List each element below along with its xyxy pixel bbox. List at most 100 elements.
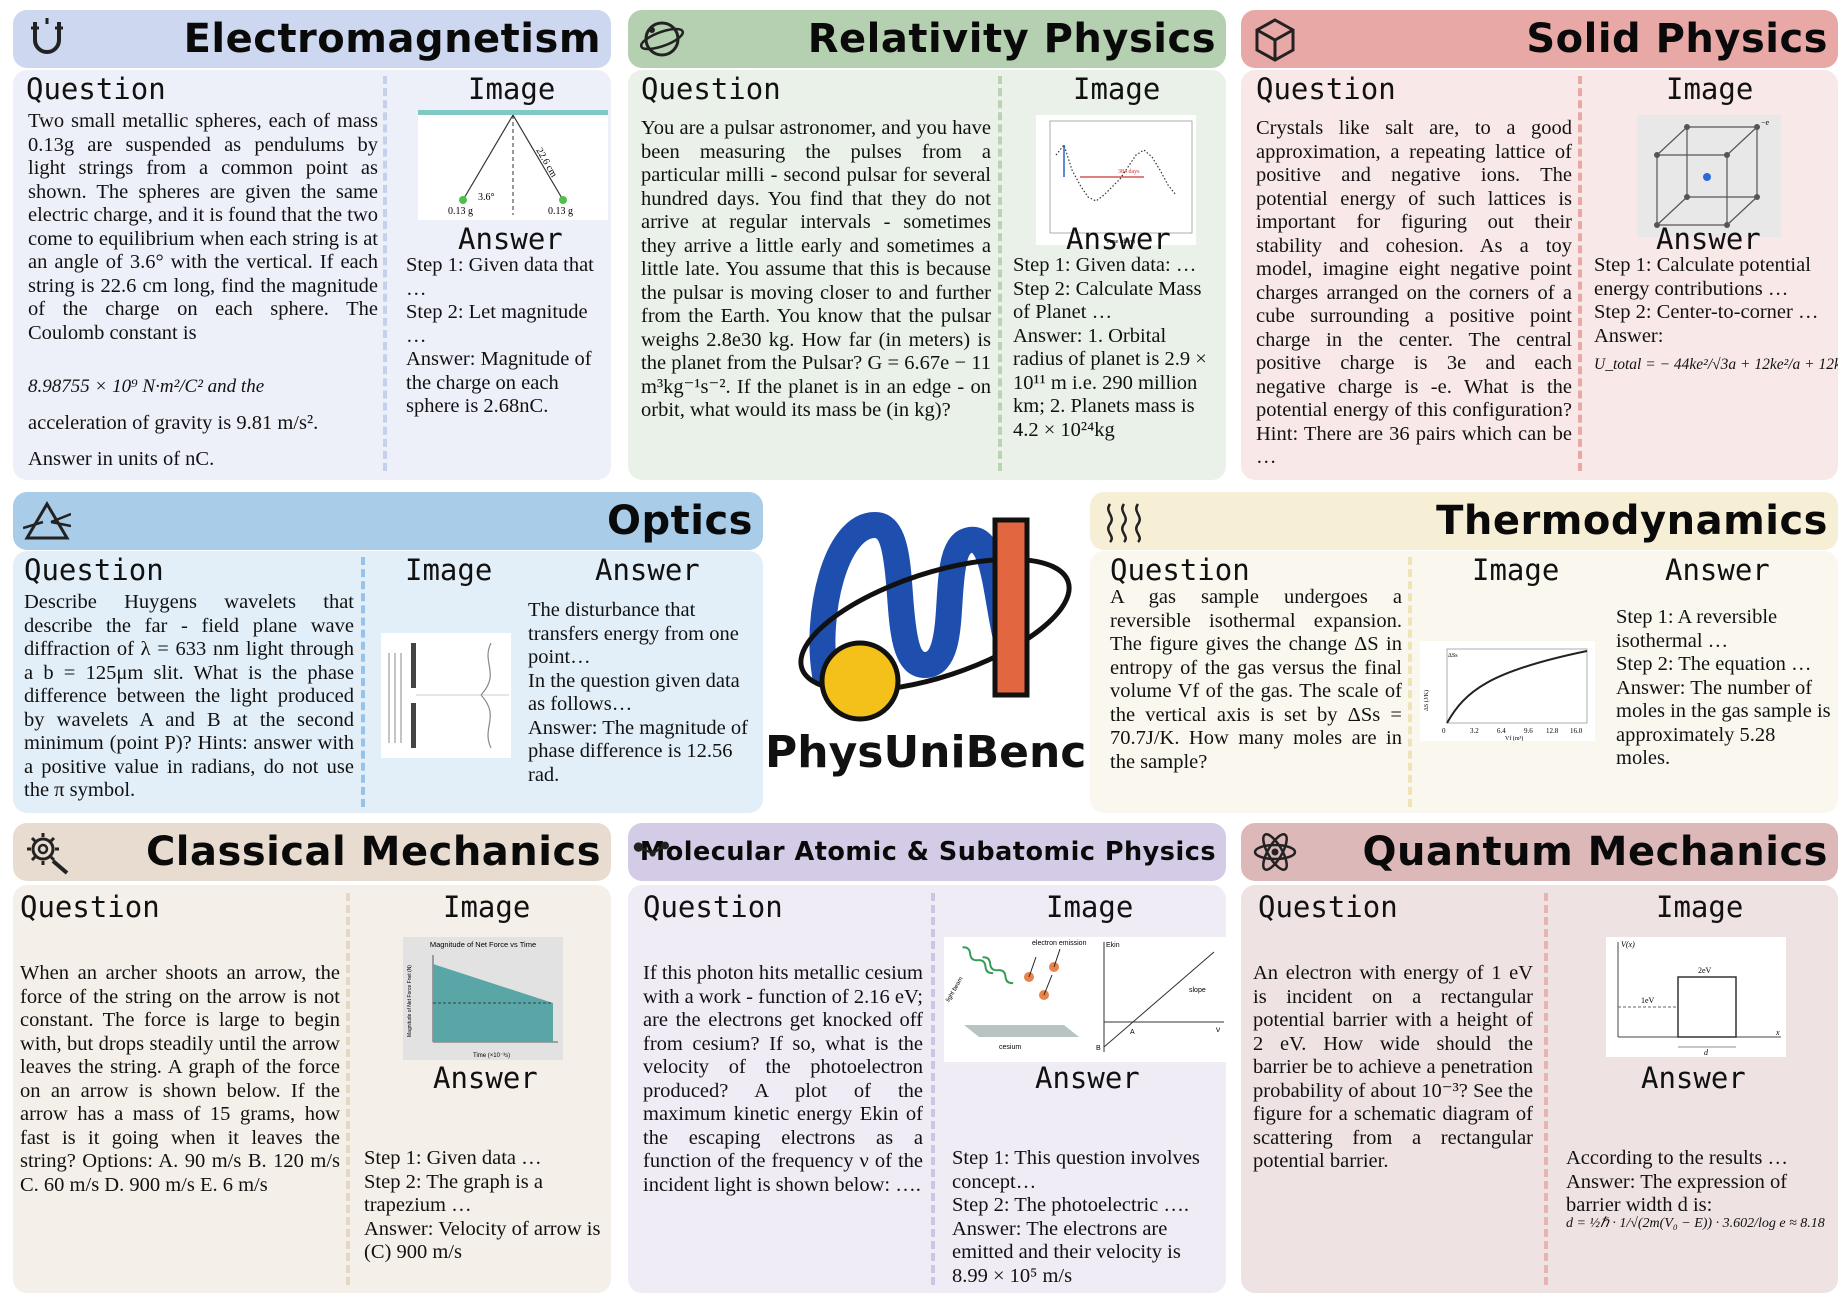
answer-text: The disturbance that transfers energy fr… (528, 599, 748, 786)
entropy-xtick-5: 16.0 (1570, 727, 1583, 735)
pulsar-annotation: 384 days (1118, 169, 1140, 175)
image-label: Image (1656, 890, 1744, 924)
divider (1544, 893, 1548, 1285)
question-text: Describe Huygens wavelets that describe … (24, 591, 354, 801)
panel-title: Quantum Mechanics (1362, 829, 1828, 875)
answer-label: Answer (1641, 1061, 1746, 1095)
angle-label: 3.6° (478, 192, 495, 203)
answer-label: Answer (458, 222, 563, 256)
answer-text: According to the results … Answer: The e… (1566, 1147, 1789, 1216)
diffraction-figure (381, 633, 511, 758)
logo-text: PhysUniBench (765, 727, 1118, 778)
question-label: Question (20, 890, 160, 924)
mass-right-label: 0.13 g (548, 206, 573, 217)
prism-icon (23, 501, 71, 540)
image-label: Image (405, 553, 493, 587)
panel-body: Question Image Answer A gas sample under… (1090, 551, 1838, 813)
question-text: Two small metallic spheres, each of mass… (28, 110, 378, 344)
panel-title: Molecular Atomic & Subatomic Physics (639, 837, 1216, 867)
question-text: When an archer shoots an arrow, the forc… (20, 962, 340, 1196)
heat-waves-icon (1107, 503, 1141, 543)
answer-label: Answer (433, 1061, 538, 1095)
question-text: You are a pulsar astronomer, and you hav… (641, 117, 991, 421)
entropy-xtick-3: 9.6 (1524, 727, 1533, 735)
entropy-volume-figure: ΔS (J/K) ΔSs 0 3.2 6.4 9.6 12.8 16.0 Vf … (1420, 641, 1595, 741)
panel-body: Question Image Answer Describe Huygens w… (13, 551, 763, 813)
barrier-d-label: d (1704, 1048, 1709, 1057)
image-label: Image (443, 890, 531, 924)
image-label: Image (1046, 890, 1134, 924)
panel-title: Relativity Physics (807, 16, 1216, 62)
barrier-e2-label: 2eV (1698, 966, 1712, 975)
panel-body: Question Image An electron with energy o… (1241, 885, 1838, 1293)
entropy-ymark: ΔSs (1448, 653, 1458, 659)
question-tail: acceleration of gravity is 9.81 m/s². (28, 412, 319, 434)
cube-lattice-figure: −e (1637, 115, 1781, 237)
image-label: Image (1073, 72, 1161, 106)
panel-quantum-mechanics: Quantum Mechanics Question Image An elec… (1241, 823, 1838, 1293)
panel-header: Optics (13, 492, 763, 550)
divider (383, 76, 387, 471)
divider (361, 557, 365, 807)
divider (931, 893, 935, 1285)
beam-label: light beam (946, 976, 965, 1003)
panel-thermodynamics: Thermodynamics Question Image Answer A g… (1090, 492, 1838, 813)
panel-relativity: Relativity Physics Question Image You ar… (628, 10, 1226, 480)
logo: PhysUniBench (765, 505, 1118, 790)
gear-wrench-icon (27, 833, 69, 875)
question-formula: 8.98755 × 10⁹ N·m²/C² and the (28, 376, 265, 397)
point-a-label: A (1130, 1029, 1135, 1036)
answer-formula: d = ½ℏ · 1/√(2m(V₀ − E)) · 3.602/log e ≈… (1566, 1216, 1825, 1231)
pulsar-timing-figure: 384 days Time (days) (1036, 115, 1196, 245)
barrier-ylabel: V(x) (1621, 940, 1635, 949)
divider (1578, 76, 1582, 471)
panel-header: Quantum Mechanics (1241, 823, 1838, 881)
pulsar-xlabel: Time (days) (1106, 238, 1135, 245)
panel-title: Electromagnetism (183, 16, 601, 62)
question-text: If this photon hits metallic cesium with… (643, 962, 923, 1196)
panel-header: Solid Physics (1241, 10, 1838, 68)
answer-text: Step 1: Given data … Step 2: The graph i… (364, 1147, 601, 1263)
molecule-icon (633, 841, 669, 857)
entropy-xlabel: Vf (m³) (1505, 735, 1523, 741)
magnet-icon (31, 18, 63, 54)
panel-title: Optics (607, 498, 753, 544)
answer-label: Answer (1066, 222, 1171, 256)
image-label: Image (1472, 553, 1560, 587)
pendulum-figure: 3.6° 22.6 cm 0.13 g 0.13 g (418, 110, 608, 220)
panel-title: Classical Mechanics (145, 829, 601, 875)
barrier-e1-label: 1eV (1641, 996, 1655, 1005)
answer-text: Step 1: Given data that … Step 2: Let ma… (406, 254, 594, 417)
question-label: Question (26, 72, 166, 106)
force-xlabel: Time (×10⁻³s) (473, 1053, 510, 1059)
panel-electromagnetism: Electromagnetism Question Image Two smal… (13, 10, 611, 480)
divider (998, 76, 1002, 471)
divider (346, 893, 350, 1285)
question-end: Answer in units of nC. (28, 448, 215, 470)
answer-label: Answer (1656, 222, 1761, 256)
point-b-label: B (1096, 1045, 1101, 1052)
panel-solid: Solid Physics Question Image Crystals li… (1241, 10, 1838, 480)
nu-label: ν (1216, 1025, 1220, 1034)
panel-header: Molecular Atomic & Subatomic Physics (628, 823, 1226, 881)
image-label: Image (1666, 72, 1754, 106)
panel-classical-mechanics: Classical Mechanics Question Image When … (13, 823, 611, 1293)
photoelectric-figure: electron emission light beam cesium slop… (944, 937, 1226, 1062)
answer-text: Step 1: Calculate potential energy contr… (1594, 254, 1819, 347)
answer-text: Step 1: A reversible isothermal … Step 2… (1616, 606, 1831, 769)
length-label: 22.6 cm (533, 146, 559, 180)
panel-title: Thermodynamics (1436, 498, 1828, 544)
panel-header: Relativity Physics (628, 10, 1226, 68)
panel-body: Question Image Crystals like salt are, t… (1241, 70, 1838, 480)
force-ylabel: Magnitude of Net Force Fnet (N) (407, 965, 413, 1037)
panel-body: Question Image Two small metallic sphere… (13, 70, 611, 480)
question-label: Question (1258, 890, 1398, 924)
answer-label: Answer (1665, 553, 1770, 587)
emission-label: electron emission (1032, 940, 1087, 947)
entropy-ylabel: ΔS (J/K) (1423, 690, 1430, 711)
question-text: An electron with energy of 1 eV is incid… (1253, 962, 1533, 1172)
question-text: A gas sample undergoes a reversible isot… (1110, 586, 1402, 773)
question-label: Question (1256, 72, 1396, 106)
answer-text: Step 1: Given data: … Step 2: Calculate … (1013, 254, 1207, 441)
potential-barrier-figure: V(x) 1eV 2eV d x (1606, 937, 1786, 1057)
